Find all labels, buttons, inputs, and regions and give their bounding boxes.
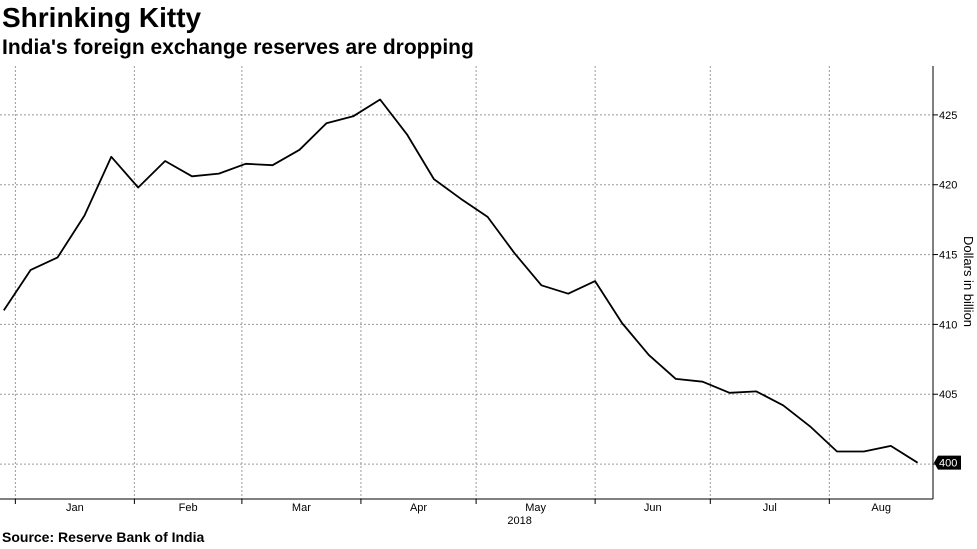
y-tick-label: 410 — [939, 319, 957, 331]
x-tick-label: Jul — [763, 502, 777, 514]
x-tick-label: Jun — [644, 502, 662, 514]
x-tick-label: Mar — [292, 502, 311, 514]
y-tick-label: 425 — [939, 110, 957, 122]
y-tick-label: 415 — [939, 250, 957, 262]
x-tick-label: Jan — [66, 502, 84, 514]
end-value-label: 400 — [934, 455, 961, 470]
source-note: Source: Reserve Bank of India — [2, 529, 205, 545]
labels: 400 405 410 415 420 425 Jan Feb Mar Apr May Jun Jul A… — [66, 110, 976, 527]
series — [3, 98, 919, 464]
x-tick-label: Feb — [179, 502, 198, 514]
axes — [0, 66, 938, 504]
grid-lines — [0, 66, 933, 499]
y-tick-label: 405 — [939, 389, 957, 401]
y-tick-label: 420 — [939, 180, 957, 192]
chart-title: Shrinking Kitty — [2, 2, 202, 33]
y-axis-title: Dollars in billion — [961, 236, 976, 327]
end-value-text: 400 — [939, 458, 957, 470]
x-tick-label: May — [525, 502, 546, 514]
x-tick-label: Aug — [871, 502, 891, 514]
x-tick-label: Apr — [410, 502, 427, 514]
end-value-badge — [934, 455, 961, 470]
year-label: 2018 — [507, 515, 531, 527]
series-line — [3, 98, 919, 464]
chart-subtitle: India's foreign exchange reserves are dr… — [2, 36, 474, 59]
